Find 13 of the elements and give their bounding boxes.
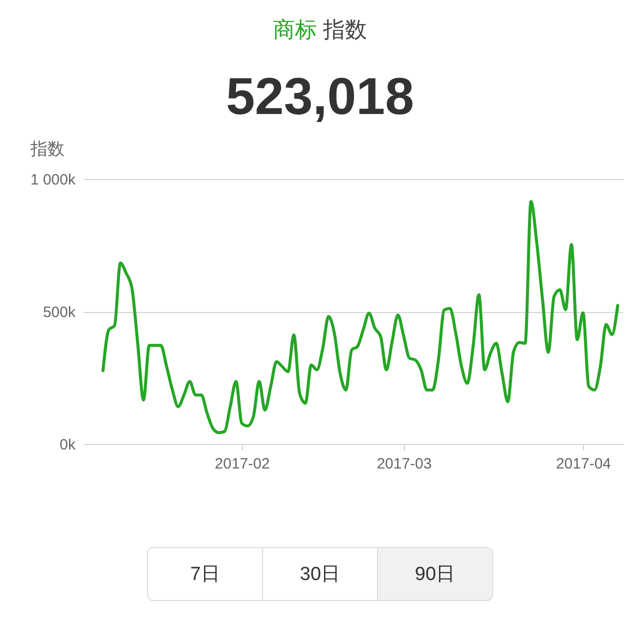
y-tick-label: 1 000k	[30, 172, 76, 188]
chart-title: 商标 指数	[272, 16, 368, 44]
line-series	[102, 200, 620, 434]
text: 90日	[378, 548, 492, 600]
y-tick-label: 0k	[60, 436, 76, 454]
text: 30日	[263, 548, 378, 600]
y-axis-title: 指数	[30, 140, 64, 158]
y-tick-label: 500k	[42, 304, 76, 321]
x-tick-label: 2017-03	[376, 456, 432, 472]
x-tick-label: 2017-02	[214, 456, 270, 472]
x-tick-label: 2017-04	[556, 456, 612, 472]
text: 7日	[148, 548, 263, 600]
chart-subtitle: 523,018	[225, 67, 415, 128]
